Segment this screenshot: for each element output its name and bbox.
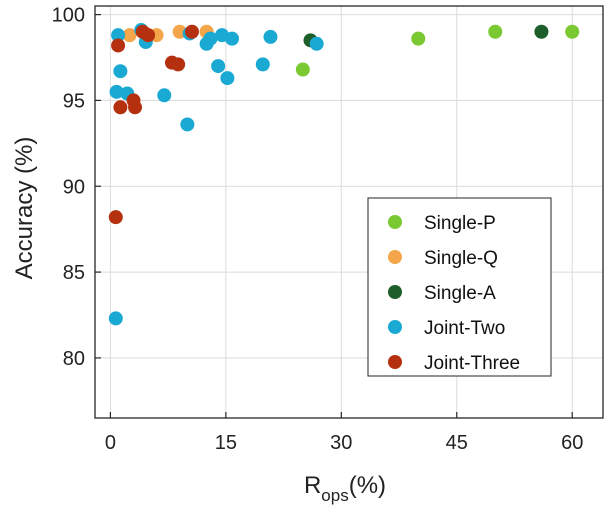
data-point	[255, 57, 270, 72]
legend-item-single-q: Single-Q	[388, 248, 498, 269]
data-point	[157, 88, 172, 103]
data-point	[108, 210, 123, 225]
series-single-p	[295, 24, 580, 77]
data-point	[565, 24, 580, 39]
legend-label: Joint-Two	[424, 318, 505, 339]
legend-label: Single-Q	[424, 248, 498, 269]
legend-label: Single-P	[424, 213, 496, 234]
legend-label: Single-A	[424, 283, 496, 304]
x-axis-label-suffix: (%)	[349, 472, 386, 499]
legend-item-single-p: Single-P	[388, 213, 496, 234]
x-tick-label: 0	[105, 432, 116, 454]
data-point	[534, 24, 549, 39]
x-tick-label: 60	[561, 432, 583, 454]
tick-labels: 0 15 30 45 60 80 85 90 95 100	[52, 5, 584, 454]
legend: Single-P Single-Q Single-A Joint-Two Joint-T…	[367, 197, 552, 377]
data-point	[411, 31, 426, 46]
data-point	[220, 71, 235, 86]
y-tick-label: 85	[63, 262, 85, 284]
data-point	[111, 38, 126, 53]
x-tick-label: 30	[330, 432, 352, 454]
data-point	[211, 59, 226, 74]
data-point	[141, 28, 156, 43]
data-point	[113, 100, 128, 115]
data-points	[108, 23, 580, 326]
data-point	[488, 24, 503, 39]
x-axis-label: Rops(%)	[304, 472, 386, 505]
legend-marker	[388, 285, 402, 299]
data-point	[109, 84, 124, 99]
data-point	[203, 31, 218, 46]
legend-marker	[388, 250, 402, 264]
x-tick-label: 15	[215, 432, 237, 454]
data-point	[122, 28, 137, 43]
data-point	[263, 29, 278, 44]
legend-item-single-a: Single-A	[388, 283, 496, 304]
legend-marker	[388, 355, 402, 369]
data-point	[113, 64, 128, 79]
x-tick-label: 45	[446, 432, 468, 454]
legend-marker	[388, 320, 402, 334]
legend-marker	[388, 215, 402, 229]
data-point	[184, 24, 199, 39]
data-point	[225, 31, 240, 46]
x-axis-label-subscript: ops	[321, 486, 348, 505]
plot-frame	[94, 5, 604, 419]
data-point	[180, 117, 195, 132]
legend-label: Joint-Three	[424, 353, 520, 374]
data-point	[309, 36, 324, 51]
data-point	[128, 100, 143, 115]
y-tick-label: 80	[63, 348, 85, 370]
data-point	[108, 311, 123, 326]
y-tick-label: 100	[52, 5, 85, 27]
data-point	[111, 28, 126, 43]
data-point	[171, 57, 186, 72]
y-axis-label: Accuracy (%)	[11, 137, 38, 280]
y-tick-label: 90	[63, 176, 85, 198]
legend-item-joint-two: Joint-Two	[388, 318, 505, 339]
legend-item-joint-three: Joint-Three	[388, 353, 520, 374]
data-point	[295, 62, 310, 77]
y-tick-label: 95	[63, 90, 85, 112]
x-axis-label-main: R	[304, 472, 321, 499]
series-joint-three	[108, 24, 199, 225]
